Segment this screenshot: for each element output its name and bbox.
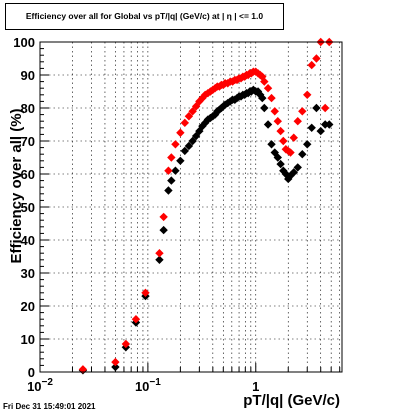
data-point	[188, 107, 197, 116]
data-point	[184, 141, 194, 151]
x-tick-label: 1	[252, 379, 259, 394]
data-point	[111, 357, 120, 367]
y-tick-label: 20	[21, 299, 35, 314]
data-point	[258, 93, 267, 103]
data-point	[293, 117, 302, 126]
data-point	[267, 140, 276, 149]
data-point	[260, 77, 269, 86]
data-point	[164, 186, 173, 195]
y-tick-label: 50	[21, 200, 35, 215]
data-point	[176, 128, 185, 137]
data-point	[155, 255, 164, 264]
data-point	[286, 148, 295, 157]
data-point	[307, 123, 316, 132]
data-point	[270, 107, 279, 116]
data-point	[159, 212, 168, 222]
data-point	[184, 112, 194, 121]
data-point	[171, 140, 180, 149]
data-point	[279, 136, 288, 146]
data-point	[298, 150, 307, 159]
data-point	[164, 166, 173, 175]
data-point	[303, 90, 312, 99]
data-point	[201, 90, 210, 99]
data-point	[260, 103, 269, 113]
data-point	[312, 54, 321, 63]
data-point	[273, 153, 282, 162]
y-tick-label: 100	[13, 35, 35, 50]
data-point	[167, 153, 176, 162]
timestamp: Fri Dec 31 15:49:01 2021	[3, 402, 96, 411]
x-tick-label: 10−2	[27, 377, 53, 394]
data-point	[131, 315, 141, 324]
data-point	[289, 133, 298, 142]
data-point	[263, 84, 273, 93]
y-tick-label: 30	[21, 266, 35, 281]
y-tick-label: 90	[21, 68, 35, 83]
x-axis-title: pT/|q| (GeV/c)	[243, 392, 340, 409]
y-tick-label: 80	[21, 101, 35, 116]
data-point	[121, 339, 131, 349]
data-point	[180, 118, 190, 128]
data-point	[78, 365, 88, 374]
data-point	[293, 163, 302, 172]
data-point	[263, 120, 273, 129]
y-tick-label: 70	[21, 134, 35, 149]
grid-lines	[39, 41, 342, 373]
data-point	[141, 288, 150, 297]
data-point	[303, 140, 312, 149]
chart-title: Efficiency over all for Global vs pT/|q|…	[5, 3, 284, 30]
data-point	[276, 126, 285, 136]
data-point	[325, 120, 334, 129]
data-point	[307, 60, 316, 70]
y-tick-label: 0	[28, 365, 35, 380]
data-point	[320, 103, 330, 113]
data-point	[289, 168, 298, 177]
data-point	[171, 166, 180, 175]
data-point	[273, 117, 282, 126]
data-point	[298, 107, 307, 116]
data-point	[188, 136, 197, 146]
data-point	[267, 93, 276, 103]
data-point	[316, 126, 325, 136]
y-tick-label: 40	[21, 233, 35, 248]
data-point	[201, 118, 210, 128]
data-point	[180, 146, 190, 156]
data-series-layer	[78, 37, 334, 375]
data-point	[155, 249, 164, 258]
data-point	[167, 176, 176, 185]
data-series-2	[78, 37, 334, 374]
data-point	[276, 159, 285, 169]
y-tick-label: 60	[21, 167, 35, 182]
y-axis-title: Efficiency over all (%)	[8, 108, 25, 263]
data-point	[176, 156, 185, 165]
x-tick-label: 10−1	[135, 377, 161, 394]
data-point	[159, 225, 168, 235]
data-point	[312, 103, 321, 113]
y-tick-label: 10	[21, 332, 35, 347]
data-series-1	[78, 85, 334, 375]
data-point	[281, 169, 291, 179]
